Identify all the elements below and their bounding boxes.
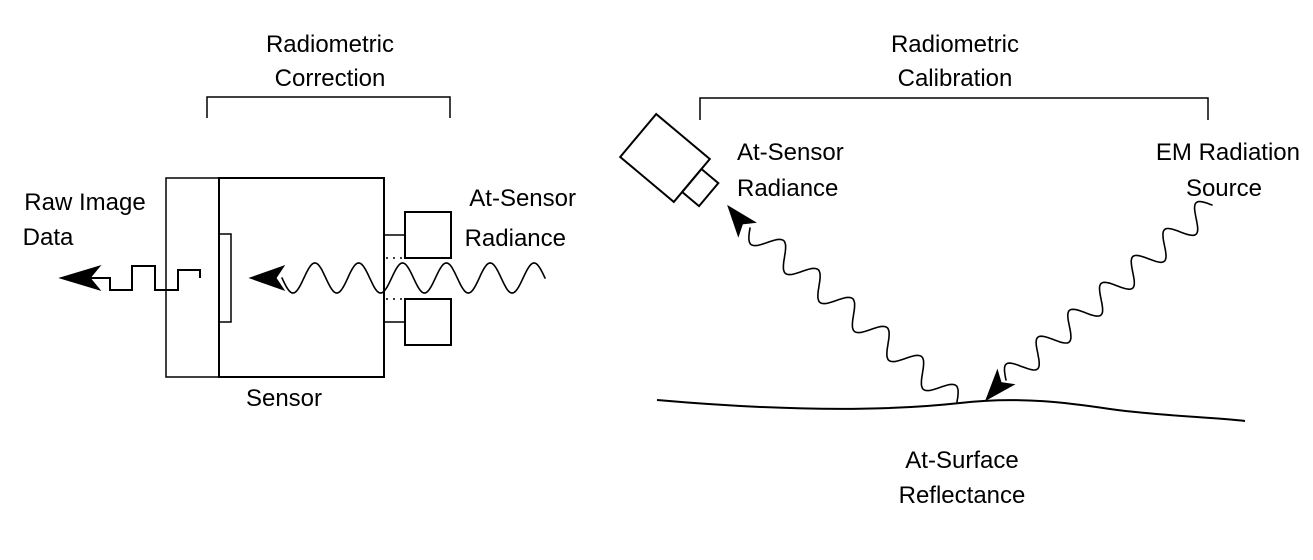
raw-image-label-line1: Raw Image (24, 189, 145, 216)
camera-sensor-icon (618, 112, 720, 208)
detector-element (218, 233, 232, 323)
lens-upper-block (404, 211, 452, 259)
raw-image-label-line2: Data (23, 224, 74, 251)
em-source-label-line2: Source (1186, 175, 1262, 202)
digital-signal-line (82, 265, 201, 291)
output-arrowhead (58, 265, 102, 291)
sensor-back-frame (165, 177, 219, 378)
incoming-radiance-wave (281, 262, 546, 294)
right-at-sensor-label-line1: At-Sensor (737, 139, 844, 166)
radiance-arrowhead (248, 265, 286, 291)
correction-bracket (206, 96, 451, 118)
at-sensor-radiance-label-line2: Radiance (465, 225, 566, 252)
at-sensor-radiance-label-line1: At-Sensor (469, 185, 576, 212)
calibration-label-line2: Calibration (898, 65, 1013, 92)
reflectance-label-line2: Reflectance (899, 482, 1026, 509)
at-surface-label-line1: At-Surface (905, 447, 1018, 474)
incident-radiation-wave (1003, 200, 1213, 381)
correction-label-line1: Radiometric (266, 31, 394, 58)
left-panel: Radiometric Correction Raw Image Data At… (23, 31, 576, 412)
calibration-bracket (699, 97, 1209, 120)
correction-label-line2: Correction (275, 65, 386, 92)
right-panel: Radiometric Calibration At-Sensor Radian… (618, 31, 1300, 509)
reflected-radiance-wave (748, 227, 959, 403)
reflected-arrowhead (727, 204, 757, 238)
lens-lower-block (404, 298, 452, 346)
incident-arrowhead (985, 368, 1016, 402)
right-radiance-label-line1: Radiance (737, 175, 838, 202)
em-source-label-line1: EM Radiation (1156, 139, 1300, 166)
surface-line (656, 399, 1246, 422)
calibration-label-line1: Radiometric (891, 31, 1019, 58)
sensor-label: Sensor (246, 385, 322, 412)
sensor-body (218, 177, 385, 378)
